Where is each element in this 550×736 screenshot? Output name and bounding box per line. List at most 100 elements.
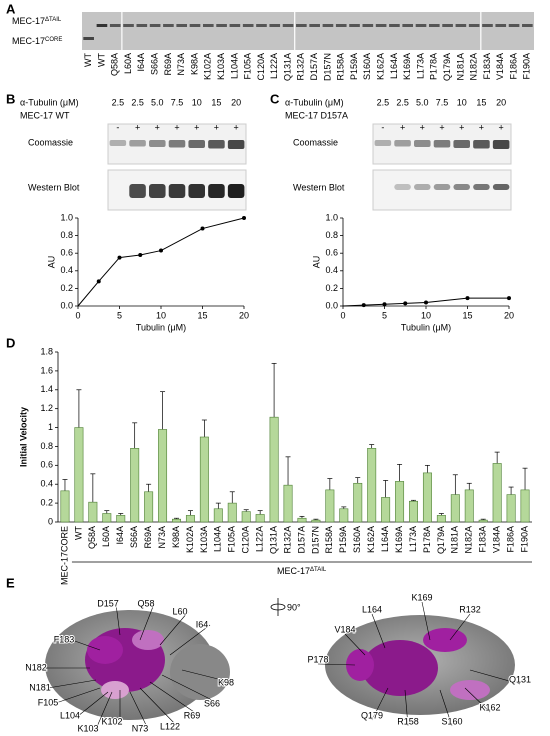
western-gel <box>372 169 512 211</box>
panel-letter: B <box>6 91 15 106</box>
group-label-sup: ΔTAIL <box>310 567 327 573</box>
x-tick-label: 10 <box>421 310 431 320</box>
y-tick-label: 0.4 <box>325 265 338 275</box>
residue-label: N181 <box>29 682 51 692</box>
lane-label: L104A <box>229 53 239 79</box>
gel-band <box>83 37 94 40</box>
group-label-base: MEC-17 <box>277 566 310 576</box>
gel-band <box>415 24 427 27</box>
y-tick-label: 1.0 <box>325 212 338 222</box>
gel-band <box>202 24 214 27</box>
residue-label: N182 <box>25 662 47 672</box>
gel-band <box>375 24 387 27</box>
gel-band <box>109 24 121 27</box>
lane-label: I64A <box>136 53 146 72</box>
gel <box>82 12 534 50</box>
x-tick-label: D157A <box>296 526 306 554</box>
x-tick-label: L60A <box>101 526 111 547</box>
lane-label: K103A <box>216 53 226 80</box>
data-point <box>159 248 163 253</box>
gel-label: Coomassie <box>293 137 338 147</box>
gel-band <box>176 24 188 27</box>
gel-band <box>168 140 186 148</box>
bar <box>436 515 446 523</box>
lane-label: S160A <box>362 53 372 80</box>
y-tick-label: 1.6 <box>40 365 53 375</box>
lane-label: K162A <box>375 53 385 80</box>
x-tick-label: L173A <box>408 526 418 552</box>
y-axis-label: AU <box>46 256 56 269</box>
bar <box>74 427 84 523</box>
data-point <box>465 296 470 301</box>
bar <box>464 489 474 523</box>
x-tick-label: WT <box>73 526 83 540</box>
concentration-label: 10 <box>457 97 467 107</box>
x-tick-label: 15 <box>462 310 472 320</box>
lane-label: R69A <box>163 53 173 76</box>
concentration-label: 7.5 <box>436 97 449 107</box>
gel-band <box>123 24 134 27</box>
gel-band <box>256 24 267 27</box>
tubulin-label: α-Tubulin (μM) <box>285 97 344 107</box>
data-point <box>361 303 366 308</box>
tubulin-label: α-Tubulin (μM) <box>20 97 79 107</box>
lane-label: L173A <box>415 53 425 79</box>
bar <box>409 500 418 523</box>
gel-band <box>322 24 334 27</box>
gel-band <box>149 24 161 27</box>
gel-band <box>136 24 148 27</box>
gel-band <box>309 24 320 27</box>
leader-line <box>139 687 179 728</box>
gel-band <box>149 184 166 198</box>
lane-label: F186A <box>508 53 518 80</box>
x-tick-label: 10 <box>156 310 166 320</box>
x-tick-label: C120A <box>241 526 251 554</box>
lane-label: D157A <box>309 53 319 81</box>
x-tick-label: F190A <box>519 526 529 553</box>
gel-band <box>129 184 146 198</box>
residue-label: R132 <box>459 604 481 614</box>
concentration-label: 2.5 <box>377 97 390 107</box>
bar <box>144 491 154 523</box>
rotation-label: 90° <box>287 602 301 612</box>
y-tick-label: 0.0 <box>325 300 338 310</box>
core-label-sup: CORE <box>45 37 62 43</box>
gel-band <box>216 24 227 27</box>
gel-band <box>433 140 451 148</box>
lane-label: P159A <box>349 53 359 80</box>
lane-label: V184A <box>495 53 505 80</box>
y-tick-label: 1.2 <box>40 403 53 413</box>
lane-label: L60A <box>123 53 133 74</box>
bar <box>353 482 363 523</box>
core-label: MEC-17CORE <box>12 36 62 46</box>
residue-label: F105 <box>38 697 59 707</box>
leader-line <box>129 691 149 730</box>
gel-band <box>453 184 470 190</box>
bar <box>422 472 432 523</box>
gel-band <box>269 24 281 27</box>
leader-line <box>469 669 521 685</box>
bar <box>520 489 530 523</box>
gel-band <box>414 184 431 190</box>
gel-label: Coomassie <box>28 137 73 147</box>
x-tick-label: P159A <box>338 526 348 553</box>
leader-line <box>464 687 491 713</box>
leader-line <box>317 663 356 666</box>
lane-label: WT <box>83 53 93 67</box>
gel-band <box>508 24 520 27</box>
lane-label: R132A <box>296 53 306 81</box>
lane-label: R158A <box>336 53 346 81</box>
concentration-label: 5.0 <box>416 97 429 107</box>
x-tick-label: L164A <box>380 526 390 552</box>
x-tick-label: R158A <box>324 526 334 554</box>
leader-line <box>115 603 121 636</box>
lane-label: K169A <box>402 53 412 80</box>
y-axis-label: AU <box>311 256 321 269</box>
gel-label: Western Blot <box>28 182 80 192</box>
x-tick-label: 20 <box>504 310 514 320</box>
residue-label: L122 <box>160 721 180 731</box>
leader-line <box>439 689 453 727</box>
lane-label: P178A <box>429 53 439 80</box>
bar <box>395 481 405 523</box>
residue-label: K162 <box>479 702 500 712</box>
